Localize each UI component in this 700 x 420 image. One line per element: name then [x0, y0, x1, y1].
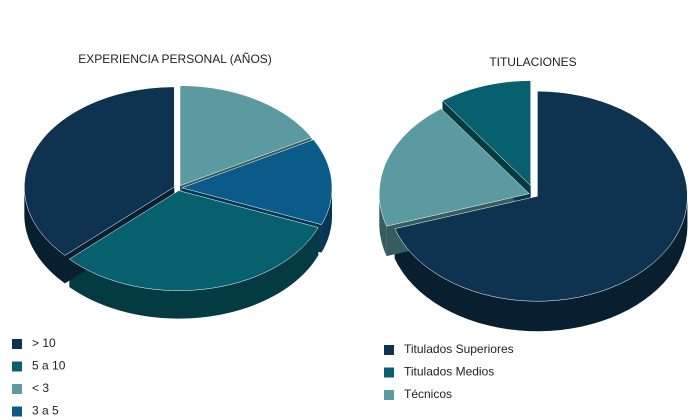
legend-swatch	[12, 406, 22, 417]
slice	[442, 80, 531, 187]
legend-label: Titulados Medios	[404, 365, 494, 379]
legend-label: > 10	[32, 336, 56, 350]
slice	[179, 85, 312, 187]
legend-label: 5 a 10	[32, 359, 66, 373]
legend-label: Técnicos	[404, 387, 452, 401]
legend-swatch	[384, 367, 394, 378]
chart-title: EXPERIENCIA PERSONAL (AÑOS)	[78, 52, 272, 66]
slice	[24, 86, 175, 256]
legend-swatch	[12, 339, 22, 349]
slice	[394, 90, 688, 302]
legend-swatch	[12, 361, 22, 372]
legend-label: 3 a 5	[32, 404, 59, 418]
slice-side	[321, 187, 332, 253]
legend-swatch	[12, 384, 22, 394]
legend-swatch	[384, 345, 394, 355]
slice-side	[24, 186, 65, 284]
legend-label: Titulados Superiores	[404, 342, 514, 356]
slice	[379, 108, 530, 227]
chart-title: TITULACIONES	[489, 55, 576, 69]
legend-swatch	[384, 390, 394, 400]
slice-side	[379, 193, 387, 257]
legend-label: < 3	[32, 381, 49, 395]
slice-side	[394, 196, 688, 332]
slice	[68, 190, 319, 291]
slice	[181, 139, 333, 225]
slice-side	[69, 227, 319, 319]
